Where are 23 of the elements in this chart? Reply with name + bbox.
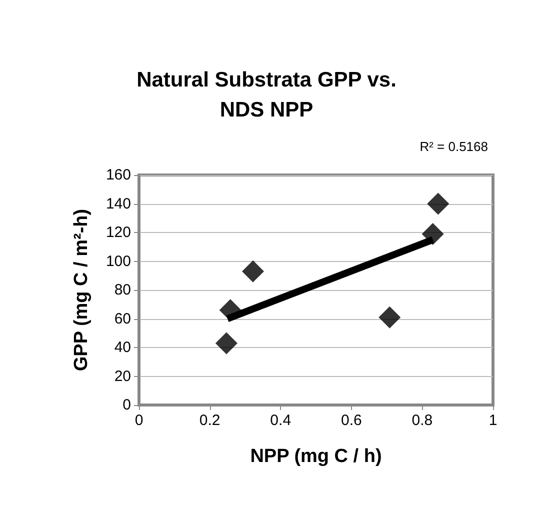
x-tick-label: 0.6 — [340, 412, 362, 429]
x-tick-label: 0.4 — [270, 412, 292, 429]
point — [242, 260, 264, 282]
point — [427, 192, 450, 215]
x-tick-label: 0 — [134, 412, 144, 429]
y-tick-label: 140 — [106, 195, 131, 212]
y-tick-label: 100 — [106, 252, 131, 270]
y-tick-label: 80 — [114, 282, 131, 298]
x-tick-label: 1 — [488, 412, 498, 429]
point — [378, 306, 401, 328]
y-tick-label: 40 — [114, 339, 131, 356]
x-tick-label: 0.8 — [412, 412, 433, 429]
y-axis-title: GPP (mg C / m²-h) — [71, 208, 92, 372]
x-tick-label: 0.2 — [199, 412, 220, 429]
text: R² = 0.5168 — [420, 139, 488, 154]
y-tick-label: 120 — [106, 224, 131, 241]
x-axis-title: NPP (mg C / h) — [250, 446, 382, 467]
y-tick-label: 20 — [114, 368, 131, 385]
y-tick-label: 60 — [114, 310, 131, 328]
point — [215, 332, 238, 354]
y-tick-label: 0 — [122, 396, 131, 414]
chart-title: Natural Substrata GPP vs. NDS NPP — [136, 68, 396, 122]
y-tick-label: 160 — [106, 166, 131, 184]
